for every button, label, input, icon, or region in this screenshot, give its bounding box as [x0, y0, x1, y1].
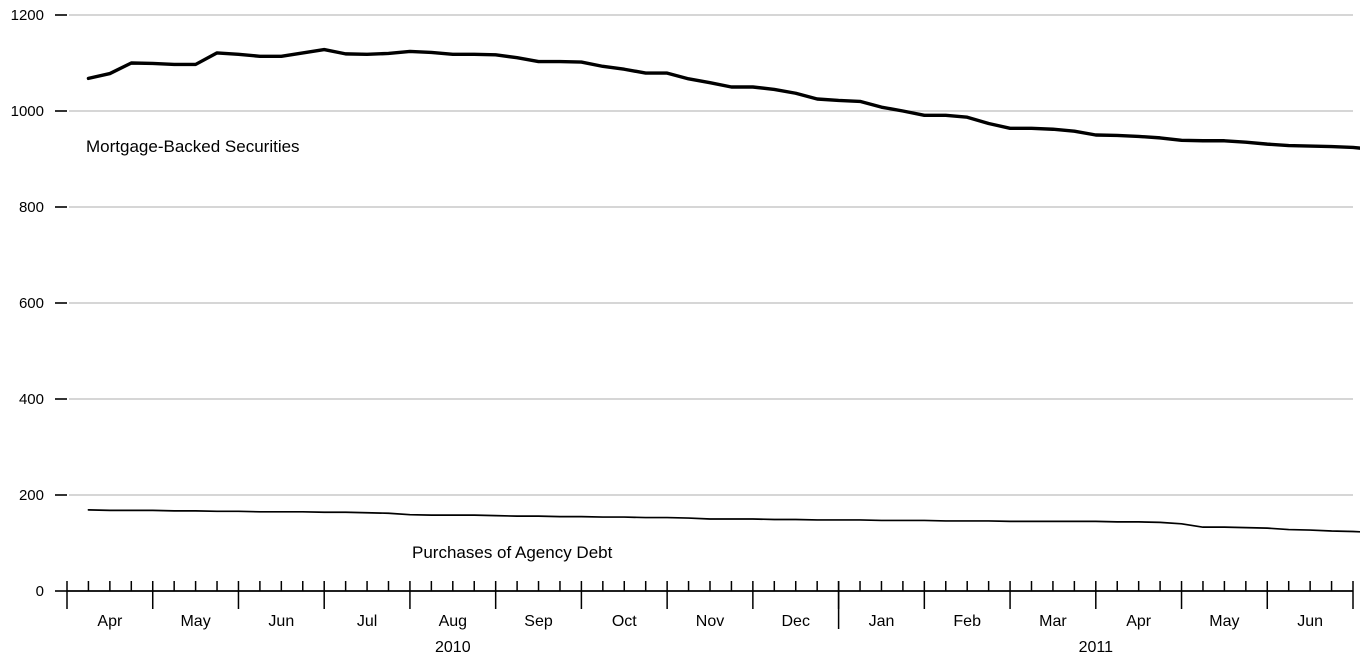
series-line-purchases-of-agency-debt — [87, 509, 1360, 533]
y-tick-label-400: 400 — [19, 391, 44, 408]
x-month-label: Sep — [524, 613, 553, 630]
x-axis: Apr May Jun Jul Aug Sep Oct Nov Dec Jan Feb Mar Apr M… — [66, 581, 1354, 656]
x-month-label: Jul — [357, 613, 377, 630]
x-month-label: Oct — [612, 613, 637, 630]
x-month-label: May — [180, 613, 210, 630]
y-tick-label-600: 600 — [19, 295, 44, 312]
series-label-purchases-of-agency-debt: Purchases of Agency Debt — [412, 543, 613, 562]
series-line-mortgage-backed-securities — [86, 47, 1360, 150]
x-month-label: Nov — [696, 613, 724, 630]
gridlines — [69, 14, 1353, 496]
y-tick-label-1000: 1000 — [11, 103, 44, 120]
y-axis: 0 200 400 600 800 1000 1200 — [11, 7, 67, 600]
x-month-label: Apr — [97, 613, 123, 630]
x-month-label: Mar — [1039, 613, 1067, 630]
x-month-label: Jan — [869, 613, 895, 630]
x-year-label-2011: 2011 — [1079, 639, 1114, 656]
x-month-label: Apr — [1126, 613, 1152, 630]
series-lines — [86, 47, 1360, 533]
x-year-label-2010: 2010 — [435, 639, 471, 656]
series-label-mortgage-backed-securities: Mortgage-Backed Securities — [86, 137, 300, 156]
x-month-label: Jun — [268, 613, 294, 630]
x-month-label: Dec — [782, 613, 810, 630]
series-labels: Mortgage-Backed Securities Purchases of … — [86, 137, 613, 562]
y-tick-label-0: 0 — [36, 583, 44, 600]
x-month-label: Jun — [1297, 613, 1323, 630]
y-tick-label-1200: 1200 — [11, 7, 44, 24]
x-month-label: May — [1209, 613, 1239, 630]
x-month-label: Aug — [439, 613, 467, 630]
y-tick-label-800: 800 — [19, 199, 44, 216]
y-tick-label-200: 200 — [19, 487, 44, 504]
x-month-label: Feb — [953, 613, 981, 630]
